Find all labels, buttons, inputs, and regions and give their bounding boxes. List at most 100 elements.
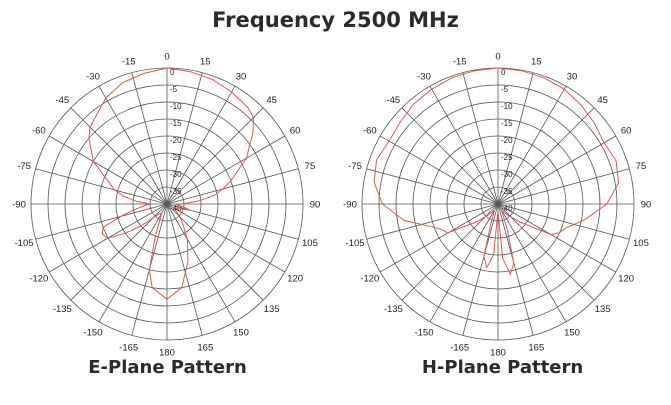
h-plane-angle-label: -30 (417, 71, 431, 82)
e-plane-grid-spoke (166, 72, 203, 205)
h-plane-angle-label: 105 (633, 238, 649, 249)
e-plane-angle-label: 75 (305, 161, 316, 172)
h-plane-angle-label: -45 (386, 95, 400, 106)
e-plane-angle-label: 30 (236, 71, 247, 82)
e-plane-grid-spoke (98, 203, 168, 322)
h-plane-grid-spoke (429, 203, 499, 322)
h-plane-grid-spoke (497, 107, 595, 205)
e-plane-angle-label: 120 (287, 274, 303, 285)
h-plane-polar-chart: 0 153045607590105120135150165180-165-150-… (343, 52, 652, 359)
e-plane-radial-label: -15 (170, 119, 182, 128)
e-plane-radial-label: -35 (170, 187, 182, 196)
h-plane-grid-spoke (401, 203, 499, 301)
e-plane-caption: E-Plane Pattern (88, 357, 247, 378)
h-plane-angle-label: 120 (618, 274, 634, 285)
e-plane-angle-label: -15 (122, 57, 136, 68)
e-plane-grid-spoke (166, 203, 285, 273)
h-plane-grid-spoke (497, 203, 567, 322)
e-plane-radial-label: -25 (170, 153, 182, 162)
e-plane-angle-label: 165 (197, 342, 213, 353)
h-plane-grid-spoke (497, 168, 630, 205)
e-plane-grid-spoke (166, 135, 285, 205)
h-plane-angle-label: 75 (636, 161, 647, 172)
h-plane-grid-spoke (497, 203, 630, 240)
h-plane-caption: H-Plane Pattern (421, 357, 584, 378)
h-plane-radial-label: -10 (501, 102, 513, 111)
e-plane-pattern-curve (88, 67, 255, 300)
h-plane-angle-label: 15 (531, 57, 542, 68)
e-plane-angle-label: -150 (83, 328, 102, 339)
h-plane-radial-label: -20 (501, 136, 513, 145)
h-plane-angle-label: -135 (384, 304, 403, 315)
e-plane-radial-label: -20 (170, 136, 182, 145)
h-plane-radial-label: -15 (501, 119, 513, 128)
e-plane-grid-spoke (35, 168, 168, 205)
h-plane-angle-label: 180 (490, 348, 506, 359)
e-plane-angle-label: -60 (32, 126, 46, 137)
e-plane-angle-label: -75 (17, 161, 31, 172)
e-plane-angle-label: 60 (290, 126, 301, 137)
e-plane-angle-label: 45 (266, 95, 277, 106)
e-plane-angle-label: -120 (29, 274, 48, 285)
e-plane-angle-label: -45 (55, 95, 69, 106)
e-plane-radial-label: -10 (170, 102, 182, 111)
h-plane-radial-label: 0 (501, 68, 506, 77)
h-plane-angle-label: 30 (567, 71, 578, 82)
h-plane-grid-spoke (497, 203, 616, 273)
h-plane-grid-spoke (380, 135, 499, 205)
h-plane-grid-spoke (497, 86, 567, 205)
e-plane-angle-label: 15 (200, 57, 211, 68)
e-plane-grid-spoke (166, 107, 264, 205)
h-plane-grid-spoke (497, 72, 534, 205)
h-plane-radial-label: -5 (501, 85, 509, 94)
e-plane-polar-chart: 0 15 30 45 60 75 90 105 120 135 150 165 180 -165 -150 -… (12, 52, 321, 359)
e-plane-radial-label: -30 (170, 170, 182, 179)
h-plane-grid-spoke (497, 135, 616, 205)
e-plane-angle-label: 90 (310, 200, 321, 211)
e-plane-grid-spoke (166, 168, 299, 205)
e-plane-grid-spoke (166, 203, 264, 301)
e-plane-grid-spoke (49, 135, 168, 205)
chart-title: Frequency 2500 MHz (212, 8, 459, 32)
h-plane-grid-spoke (366, 168, 499, 205)
h-plane-angle-label: -60 (363, 126, 377, 137)
h-plane-angle-label: 45 (597, 95, 608, 106)
h-plane-pattern-curve (373, 67, 620, 276)
e-plane-angle-label: 180 (159, 348, 175, 359)
h-plane-angle-label: 60 (621, 126, 632, 137)
e-plane-grid-spoke (166, 203, 203, 336)
e-plane-grid-spoke (35, 203, 168, 240)
h-plane-angle-label: -15 (453, 57, 467, 68)
e-plane-angle-label: -135 (53, 304, 72, 315)
h-plane-angle-label: -150 (414, 328, 433, 339)
h-plane-grid-spoke (462, 203, 499, 336)
e-plane-grid-spoke (98, 86, 168, 205)
h-plane-grid-spoke (429, 86, 499, 205)
h-plane-grid-spoke (401, 107, 499, 205)
h-plane-angle-label: 135 (595, 304, 611, 315)
e-plane-angle-label: 135 (264, 304, 280, 315)
h-plane-angle-label: -90 (343, 200, 357, 211)
h-plane-grid-spoke (366, 203, 499, 240)
e-plane-angle-label: -165 (119, 342, 138, 353)
h-plane-angle-label: 165 (528, 342, 544, 353)
h-plane-grid-spoke (497, 203, 534, 336)
e-plane-angle-label: 0 (164, 52, 169, 63)
h-plane-grid-spoke (380, 203, 499, 273)
h-plane-radial-label: -35 (501, 187, 513, 196)
h-plane-radial-label: -30 (501, 170, 513, 179)
e-plane-angle-label: -30 (86, 71, 100, 82)
e-plane-angle-label: 150 (233, 328, 249, 339)
h-plane-angle-label: -75 (348, 161, 362, 172)
e-plane-grid-spoke (70, 107, 168, 205)
e-plane-angle-label: -105 (15, 238, 34, 249)
h-plane-angle-label: -120 (360, 274, 379, 285)
e-plane-angle-label: 105 (302, 238, 318, 249)
e-plane-grid-spoke (131, 72, 168, 205)
e-plane-radial-label: -5 (170, 85, 178, 94)
h-plane-angle-label: 0 (495, 52, 500, 63)
e-plane-grid-spoke (70, 203, 168, 301)
h-plane-grid-spoke (497, 203, 595, 301)
h-plane-angle-label: 90 (641, 200, 652, 211)
e-plane-angle-label: -90 (12, 200, 26, 211)
